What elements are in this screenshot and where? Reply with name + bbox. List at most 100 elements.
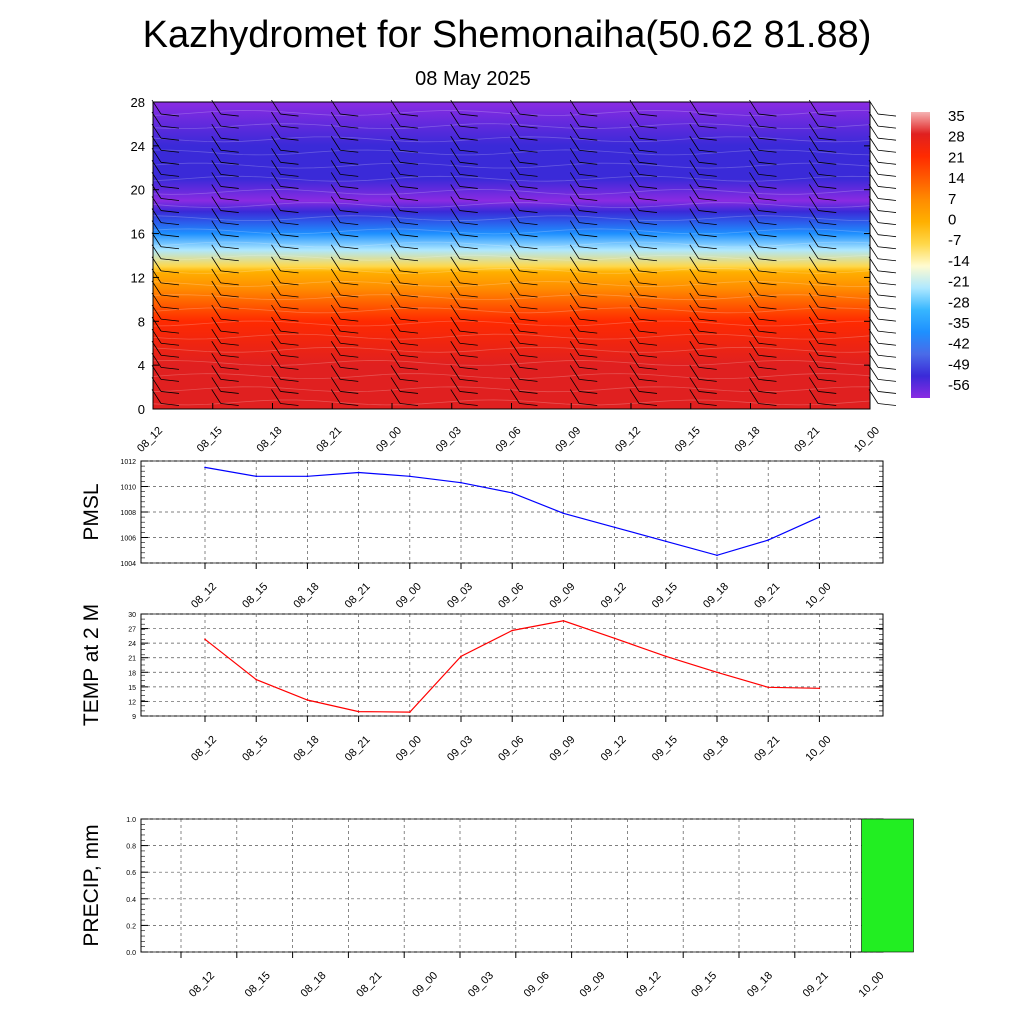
wind-barb bbox=[569, 172, 580, 187]
wind-barb bbox=[519, 246, 538, 250]
wind-barb bbox=[271, 341, 281, 356]
wind-barb bbox=[330, 184, 341, 199]
wind-barb bbox=[758, 354, 777, 358]
x-tick-label: 09_12 bbox=[599, 581, 629, 611]
x-tick-label: 09_00 bbox=[394, 581, 424, 611]
y-tick-label: 18 bbox=[128, 670, 136, 677]
wind-barb bbox=[450, 136, 461, 151]
wind-barb bbox=[399, 149, 419, 153]
wind-barb bbox=[689, 244, 700, 260]
y-axis-label: PRECIP, mm bbox=[80, 824, 103, 946]
wind-barb bbox=[330, 160, 341, 175]
wind-barb bbox=[459, 137, 478, 141]
y-tick-label: 0.8 bbox=[126, 844, 136, 851]
wind-barb bbox=[808, 280, 819, 296]
wind-barb bbox=[758, 342, 777, 346]
x-tick-label: 09_21 bbox=[801, 970, 831, 1000]
colorbar-label: 14 bbox=[948, 170, 965, 187]
wind-barb bbox=[160, 173, 180, 177]
x-tick-label: 08_12 bbox=[135, 425, 165, 455]
wind-barb bbox=[758, 318, 777, 322]
y-tick-label: 28 bbox=[131, 95, 145, 110]
wind-barb bbox=[818, 234, 837, 238]
wind-barb bbox=[808, 377, 819, 392]
contour-line bbox=[152, 399, 871, 406]
wind-barb bbox=[569, 268, 580, 284]
wind-barb bbox=[877, 125, 897, 129]
wind-barb bbox=[450, 328, 461, 344]
y-tick-label: 1006 bbox=[120, 536, 136, 543]
x-tick-label: 09_09 bbox=[547, 734, 577, 764]
wind-barb bbox=[689, 111, 700, 127]
wind-barb bbox=[459, 282, 478, 286]
wind-barb bbox=[689, 208, 700, 223]
y-tick-label: 1012 bbox=[120, 459, 136, 466]
wind-barb bbox=[340, 354, 359, 358]
wind-barb bbox=[638, 137, 658, 141]
wind-barb bbox=[220, 149, 239, 153]
x-tick-label: 08_21 bbox=[354, 970, 384, 1000]
y-tick-label: 24 bbox=[131, 139, 145, 154]
wind-barb bbox=[160, 210, 180, 213]
wind-barb bbox=[569, 316, 580, 332]
wind-barb bbox=[749, 328, 759, 344]
wind-barb bbox=[808, 328, 819, 344]
wind-barb bbox=[211, 316, 222, 332]
wind-barb bbox=[689, 328, 700, 344]
wind-barb bbox=[510, 136, 520, 151]
wind-barb bbox=[818, 258, 837, 262]
wind-barb bbox=[450, 172, 461, 187]
wind-barb bbox=[390, 316, 401, 332]
wind-barb bbox=[271, 280, 281, 296]
wind-barb bbox=[629, 353, 640, 368]
wind-barb bbox=[330, 244, 341, 260]
wind-barb bbox=[459, 342, 478, 346]
wind-barb bbox=[211, 111, 222, 127]
wind-barb bbox=[758, 173, 777, 177]
contour-line bbox=[152, 294, 871, 301]
x-tick-label: 08_12 bbox=[187, 970, 217, 1000]
wind-barb bbox=[211, 160, 222, 175]
wind-barb bbox=[698, 294, 717, 298]
wind-barb bbox=[271, 232, 281, 247]
wind-barb bbox=[390, 136, 401, 151]
wind-barb bbox=[629, 184, 640, 199]
pmsl-panel: 1004 1006 1008 1010 1012 08_12 08_15 08_18 08_21… bbox=[80, 459, 884, 611]
wind-barb bbox=[510, 280, 520, 296]
wind-barb bbox=[519, 330, 538, 334]
wind-barb bbox=[340, 161, 359, 165]
wind-barb bbox=[220, 403, 239, 406]
wind-barb bbox=[450, 304, 461, 320]
x-tick-label: 09_21 bbox=[752, 581, 782, 611]
x-tick-label: 09_12 bbox=[613, 425, 643, 455]
colorbar: 35 28 21 14 7 0 -7 -14 -21 -28 -35 -42 -49 -56 bbox=[911, 108, 970, 398]
data-point bbox=[255, 678, 257, 681]
wind-barb bbox=[877, 330, 897, 334]
wind-barb bbox=[877, 270, 897, 274]
y-tick-label: 24 bbox=[128, 641, 136, 648]
wind-barb bbox=[629, 292, 640, 308]
wind-barb bbox=[330, 111, 341, 127]
x-tick-label: 10_00 bbox=[803, 581, 833, 611]
wind-barb bbox=[271, 184, 281, 199]
wind-barb bbox=[638, 161, 658, 165]
wind-barb bbox=[569, 220, 580, 235]
wind-barb bbox=[749, 184, 759, 199]
wind-barb bbox=[160, 125, 180, 129]
wind-barb bbox=[579, 125, 598, 129]
wind-barb bbox=[340, 137, 359, 141]
x-tick-label: 09_09 bbox=[578, 970, 608, 1000]
x-tick-label: 09_15 bbox=[689, 970, 719, 1000]
wind-barb bbox=[160, 186, 180, 189]
wind-barb bbox=[638, 270, 658, 274]
wind-barb bbox=[638, 246, 658, 250]
wind-barb bbox=[629, 208, 640, 223]
wind-barb bbox=[450, 244, 461, 260]
wind-barb bbox=[818, 366, 837, 370]
wind-barb bbox=[271, 220, 281, 235]
data-point bbox=[409, 475, 411, 478]
x-tick-label: 10_00 bbox=[803, 734, 833, 764]
wind-barb bbox=[689, 268, 700, 284]
wind-barb bbox=[579, 306, 598, 310]
wind-barb bbox=[808, 268, 819, 284]
